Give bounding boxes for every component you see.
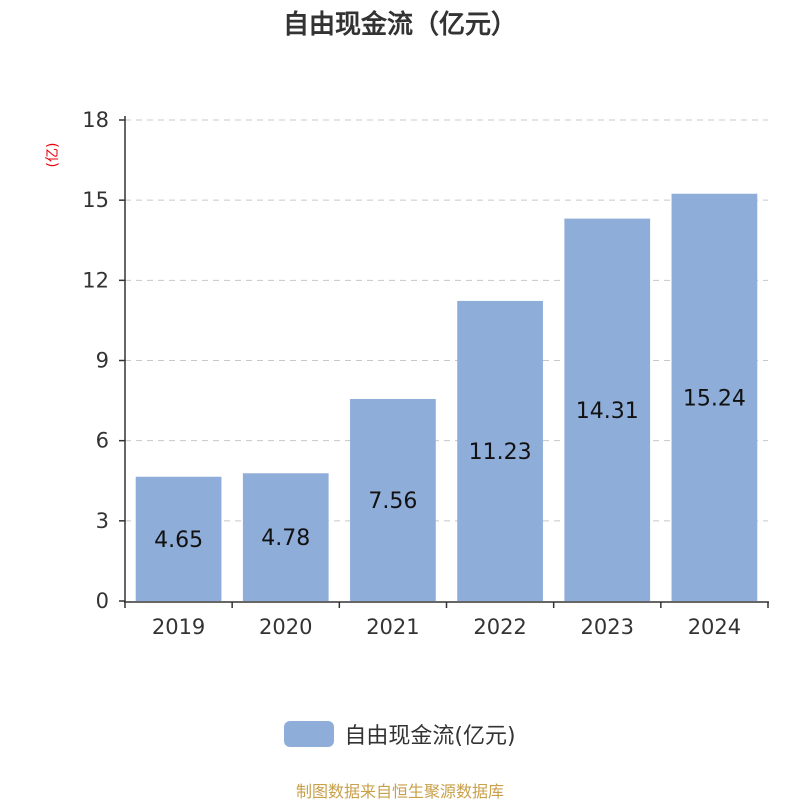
- data-label: 4.65: [154, 528, 203, 553]
- y-tick-label: 12: [82, 268, 109, 292]
- y-tick-label: 0: [96, 589, 109, 613]
- bar: [457, 300, 543, 601]
- bar: [564, 218, 651, 602]
- bar: [135, 476, 222, 601]
- data-label: 4.78: [261, 526, 310, 551]
- data-label: 15.24: [683, 386, 746, 411]
- source-note: 制图数据来自恒生聚源数据库: [295, 782, 504, 801]
- y-tick-label: 18: [82, 108, 109, 132]
- legend-label: 自由现金流(亿元): [344, 724, 516, 749]
- y-tick-label: 3: [96, 509, 109, 533]
- bar: [350, 398, 436, 601]
- y-tick-label: 15: [82, 188, 109, 212]
- data-label: 11.23: [469, 440, 532, 465]
- legend[interactable]: 自由现金流(亿元): [0, 718, 800, 750]
- bar-chart-plot: 0 3 6 9 12 15 18 4.65 2019 4.78 2020 7.56 2021 11.23 2…: [82, 108, 769, 639]
- chart-title: 自由现金流（亿元）: [282, 10, 517, 40]
- y-tick-label: 9: [96, 349, 109, 373]
- x-tick-label: 2020: [259, 615, 312, 639]
- data-label: 14.31: [576, 399, 639, 424]
- x-tick-label: 2019: [152, 615, 205, 639]
- x-tick-label: 2024: [688, 615, 741, 639]
- data-label: 7.56: [368, 489, 417, 514]
- legend-swatch: [284, 721, 335, 747]
- x-tick-label: 2023: [581, 615, 634, 639]
- x-tick-label: 2022: [473, 615, 526, 639]
- bar: [671, 193, 758, 601]
- bar: [242, 473, 329, 601]
- x-tick-label: 2021: [366, 615, 419, 639]
- y-tick-label: 6: [96, 429, 109, 453]
